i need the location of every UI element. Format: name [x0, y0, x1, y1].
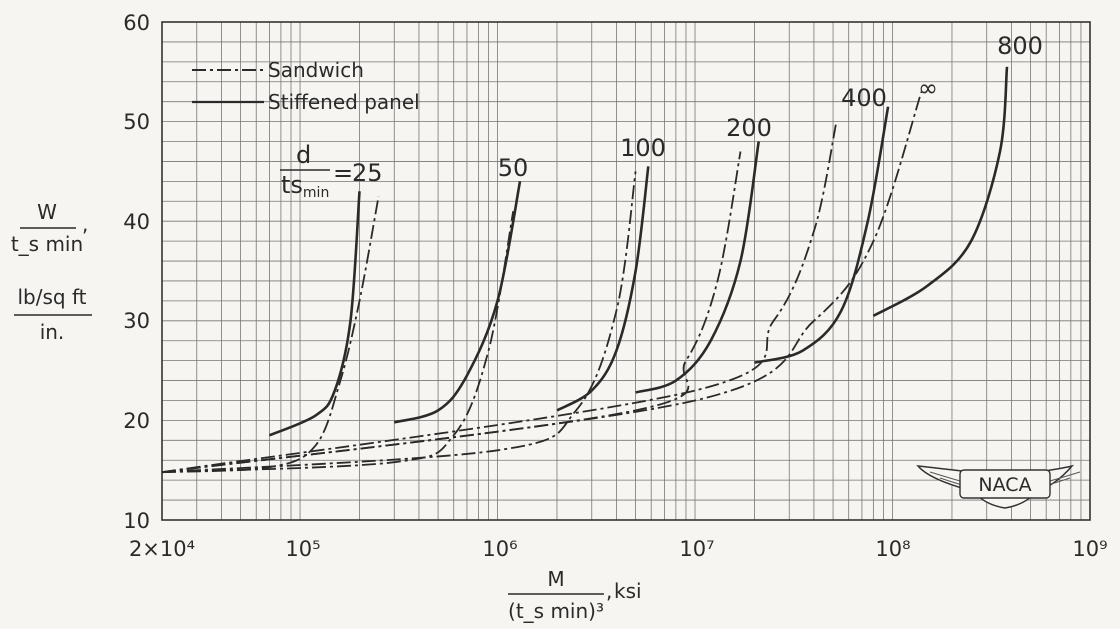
y-unit-denominator: in. — [40, 320, 65, 344]
x-label-comma: , — [606, 579, 612, 603]
y-unit-numerator: lb/sq ft — [18, 285, 87, 309]
x-label-denominator: (t_s min)³ — [508, 599, 604, 623]
legend: Sandwich Stiffened panel — [192, 58, 420, 114]
stiffened-panel-curve-50 — [393, 181, 522, 424]
y-label-comma: , — [82, 212, 88, 236]
sandwich-curve-100 — [161, 171, 637, 474]
y-label-denominator: t_s min — [11, 232, 83, 256]
sandwich-curve-200 — [161, 151, 742, 474]
sandwich-curve-400 — [161, 121, 838, 474]
stiffened-panel-curve-100 — [556, 166, 650, 412]
curve-label-infinity: ∞ — [918, 74, 938, 102]
naca-logo: NACA — [916, 464, 1081, 509]
curve-label-value: 25 — [352, 159, 383, 187]
stiffened-panel-curve-200 — [635, 141, 760, 394]
curve-label-400: 400 — [841, 84, 887, 112]
y-tick-label: 10 — [123, 509, 150, 533]
legend-label-sandwich: Sandwich — [268, 58, 364, 82]
sandwich-curve-25 — [161, 196, 380, 474]
curve-label-d: d — [296, 141, 311, 169]
x-tick-label: 10⁹ — [1072, 537, 1107, 561]
y-tick-label: 20 — [123, 409, 150, 433]
curve-label-200: 200 — [726, 114, 772, 142]
naca-badge — [959, 469, 1051, 499]
y-tick-labels: 10 20 30 40 50 60 — [123, 11, 150, 533]
x-tick-label: 2×10⁴ — [129, 537, 195, 561]
x-tick-label: 10⁸ — [875, 537, 910, 561]
x-label-unit: ksi — [614, 579, 642, 603]
x-axis-label: M (t_s min)³ ksi , — [508, 567, 642, 623]
x-tick-label: 10⁷ — [679, 537, 714, 561]
y-label-numerator: W — [37, 200, 57, 224]
curve-label-50: 50 — [498, 154, 529, 182]
x-tick-labels: 2×10⁴ 10⁵ 10⁶ 10⁷ 10⁸ 10⁹ — [129, 537, 1108, 561]
naca-text: NACA — [978, 474, 1031, 496]
sandwich-curve-infinity — [161, 91, 923, 474]
series-layer — [161, 66, 1009, 474]
naca-wing-lines — [929, 471, 1081, 489]
grid-lines — [162, 22, 1090, 520]
y-tick-label: 30 — [123, 309, 150, 333]
stiffened-panel-curve-25 — [268, 191, 361, 437]
y-tick-label: 60 — [123, 11, 150, 35]
curve-label-25: d tsmin 25 = — [280, 141, 383, 201]
stiffened-panel-curve-800 — [872, 66, 1009, 317]
curve-label-800: 800 — [997, 32, 1043, 60]
curve-label-equals: = — [333, 159, 353, 187]
y-axis-label: W t_s min , lb/sq ft in. — [11, 200, 92, 344]
stiffened-panel-curve-400 — [754, 106, 890, 364]
x-tick-label: 10⁶ — [482, 537, 517, 561]
curve-label-ts: tsmin — [281, 171, 329, 201]
x-tick-label: 10⁵ — [285, 537, 320, 561]
sandwich-curve-50 — [161, 211, 515, 474]
x-label-numerator: M — [547, 567, 564, 591]
legend-label-stiffened: Stiffened panel — [268, 90, 420, 114]
curve-labels: d tsmin 25 = 50 100 200 400 ∞ 800 — [280, 32, 1043, 201]
y-tick-label: 40 — [123, 210, 150, 234]
curve-label-100: 100 — [620, 134, 666, 162]
plot-frame — [161, 21, 1091, 521]
y-tick-label: 50 — [123, 110, 150, 134]
